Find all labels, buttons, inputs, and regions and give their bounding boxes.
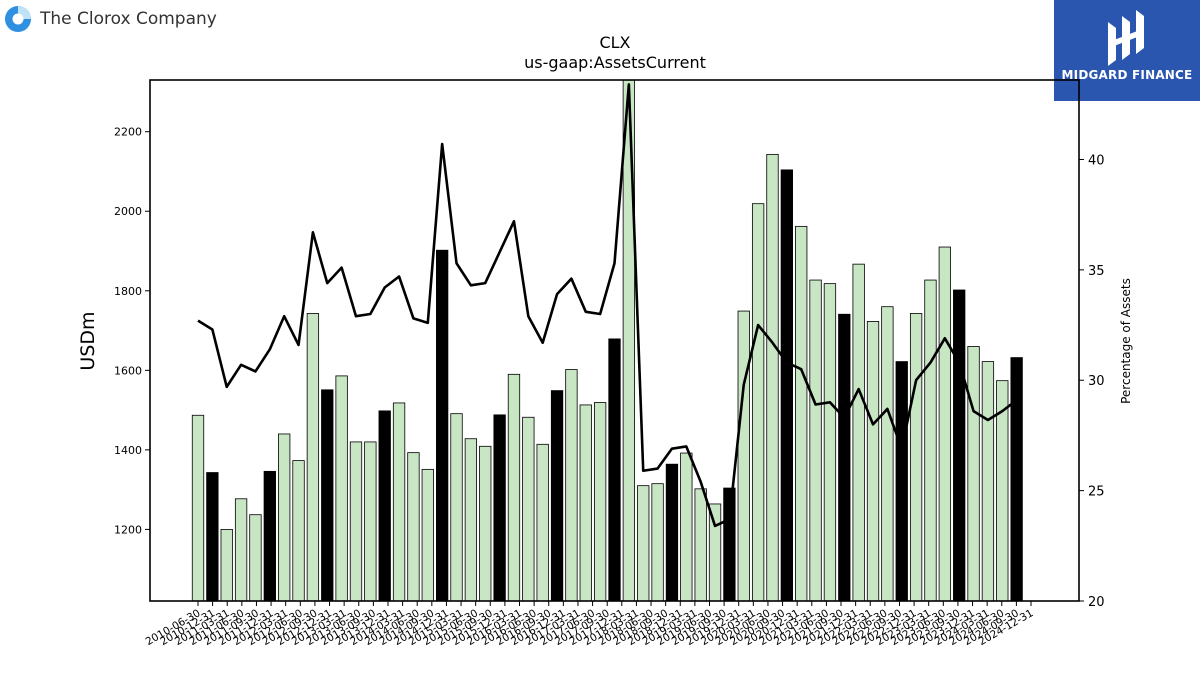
bar (694, 488, 707, 602)
bar (795, 225, 808, 602)
bar (838, 313, 851, 602)
bar (823, 283, 837, 602)
bar (191, 414, 205, 602)
bar (536, 443, 549, 602)
bar (593, 402, 607, 602)
bar (766, 153, 779, 602)
bar (349, 441, 363, 602)
bar (206, 472, 219, 602)
y2-tick-label: 25 (1088, 485, 1105, 500)
bar (522, 416, 535, 602)
bar (407, 452, 420, 602)
y2-tick-label: 40 (1088, 153, 1105, 168)
y-tick-label: 1400 (114, 444, 142, 457)
brand-logo: MIDGARD FINANCE (1054, 0, 1200, 101)
company-header: The Clorox Company (4, 4, 217, 34)
bar (637, 485, 650, 602)
bar (909, 313, 923, 602)
bar (924, 279, 937, 602)
bar (306, 313, 320, 602)
bar (292, 460, 305, 602)
bar (493, 414, 506, 602)
company-name: The Clorox Company (40, 9, 217, 29)
bar (550, 390, 564, 602)
bar (780, 169, 793, 602)
line-layer (197, 83, 1018, 528)
bar (953, 289, 966, 602)
bar (751, 203, 765, 602)
bar (321, 389, 334, 602)
bar (1010, 357, 1023, 602)
bar (421, 468, 434, 602)
bars-layer (191, 79, 1023, 602)
bar (479, 445, 492, 602)
bar (579, 404, 592, 602)
bar (335, 375, 348, 602)
bar (852, 263, 865, 602)
bar (249, 514, 262, 602)
bar (723, 487, 736, 602)
bar (263, 470, 276, 602)
chart-title: CLX (599, 33, 630, 52)
bar (665, 463, 679, 602)
brand-name: MIDGARD FINANCE (1061, 68, 1193, 82)
bar (967, 346, 980, 602)
bar (378, 410, 391, 602)
bar (436, 249, 449, 602)
y-tick-label: 2200 (114, 126, 142, 139)
bar (938, 246, 951, 602)
bar (392, 402, 406, 602)
chart-subtitle: us-gaap:AssetsCurrent (524, 53, 706, 72)
y2-tick-label: 30 (1088, 374, 1105, 389)
bar (364, 441, 377, 602)
bar (651, 483, 664, 602)
bar (981, 361, 995, 602)
y-axis-label: USDm (77, 311, 99, 370)
bar (881, 306, 894, 602)
y-tick-label: 2000 (114, 205, 142, 218)
y-tick-label: 1600 (114, 364, 142, 377)
bar (708, 503, 722, 602)
bar (507, 373, 521, 602)
bar (450, 413, 463, 602)
y2-axis-label: Percentage of Assets (1119, 278, 1133, 404)
axes-layer: 12001400160018002000220020253035402010-0… (114, 79, 1105, 648)
bar (608, 338, 621, 602)
company-logo-icon (5, 6, 31, 32)
bar (464, 438, 478, 602)
bar (234, 498, 248, 602)
bar (220, 529, 233, 602)
brand-mark-icon (1108, 10, 1144, 66)
bar (737, 310, 750, 602)
y2-tick-label: 35 (1088, 264, 1105, 279)
plot-frame (149, 79, 1080, 602)
bar (278, 433, 291, 602)
percentage-line (197, 83, 1018, 528)
bar (866, 321, 880, 602)
y2-tick-label: 20 (1088, 595, 1105, 610)
y-tick-label: 1200 (114, 523, 142, 536)
y-tick-label: 1800 (114, 285, 142, 298)
bar (809, 279, 822, 602)
bar (680, 452, 693, 602)
bar (565, 369, 578, 602)
bar (895, 361, 908, 602)
